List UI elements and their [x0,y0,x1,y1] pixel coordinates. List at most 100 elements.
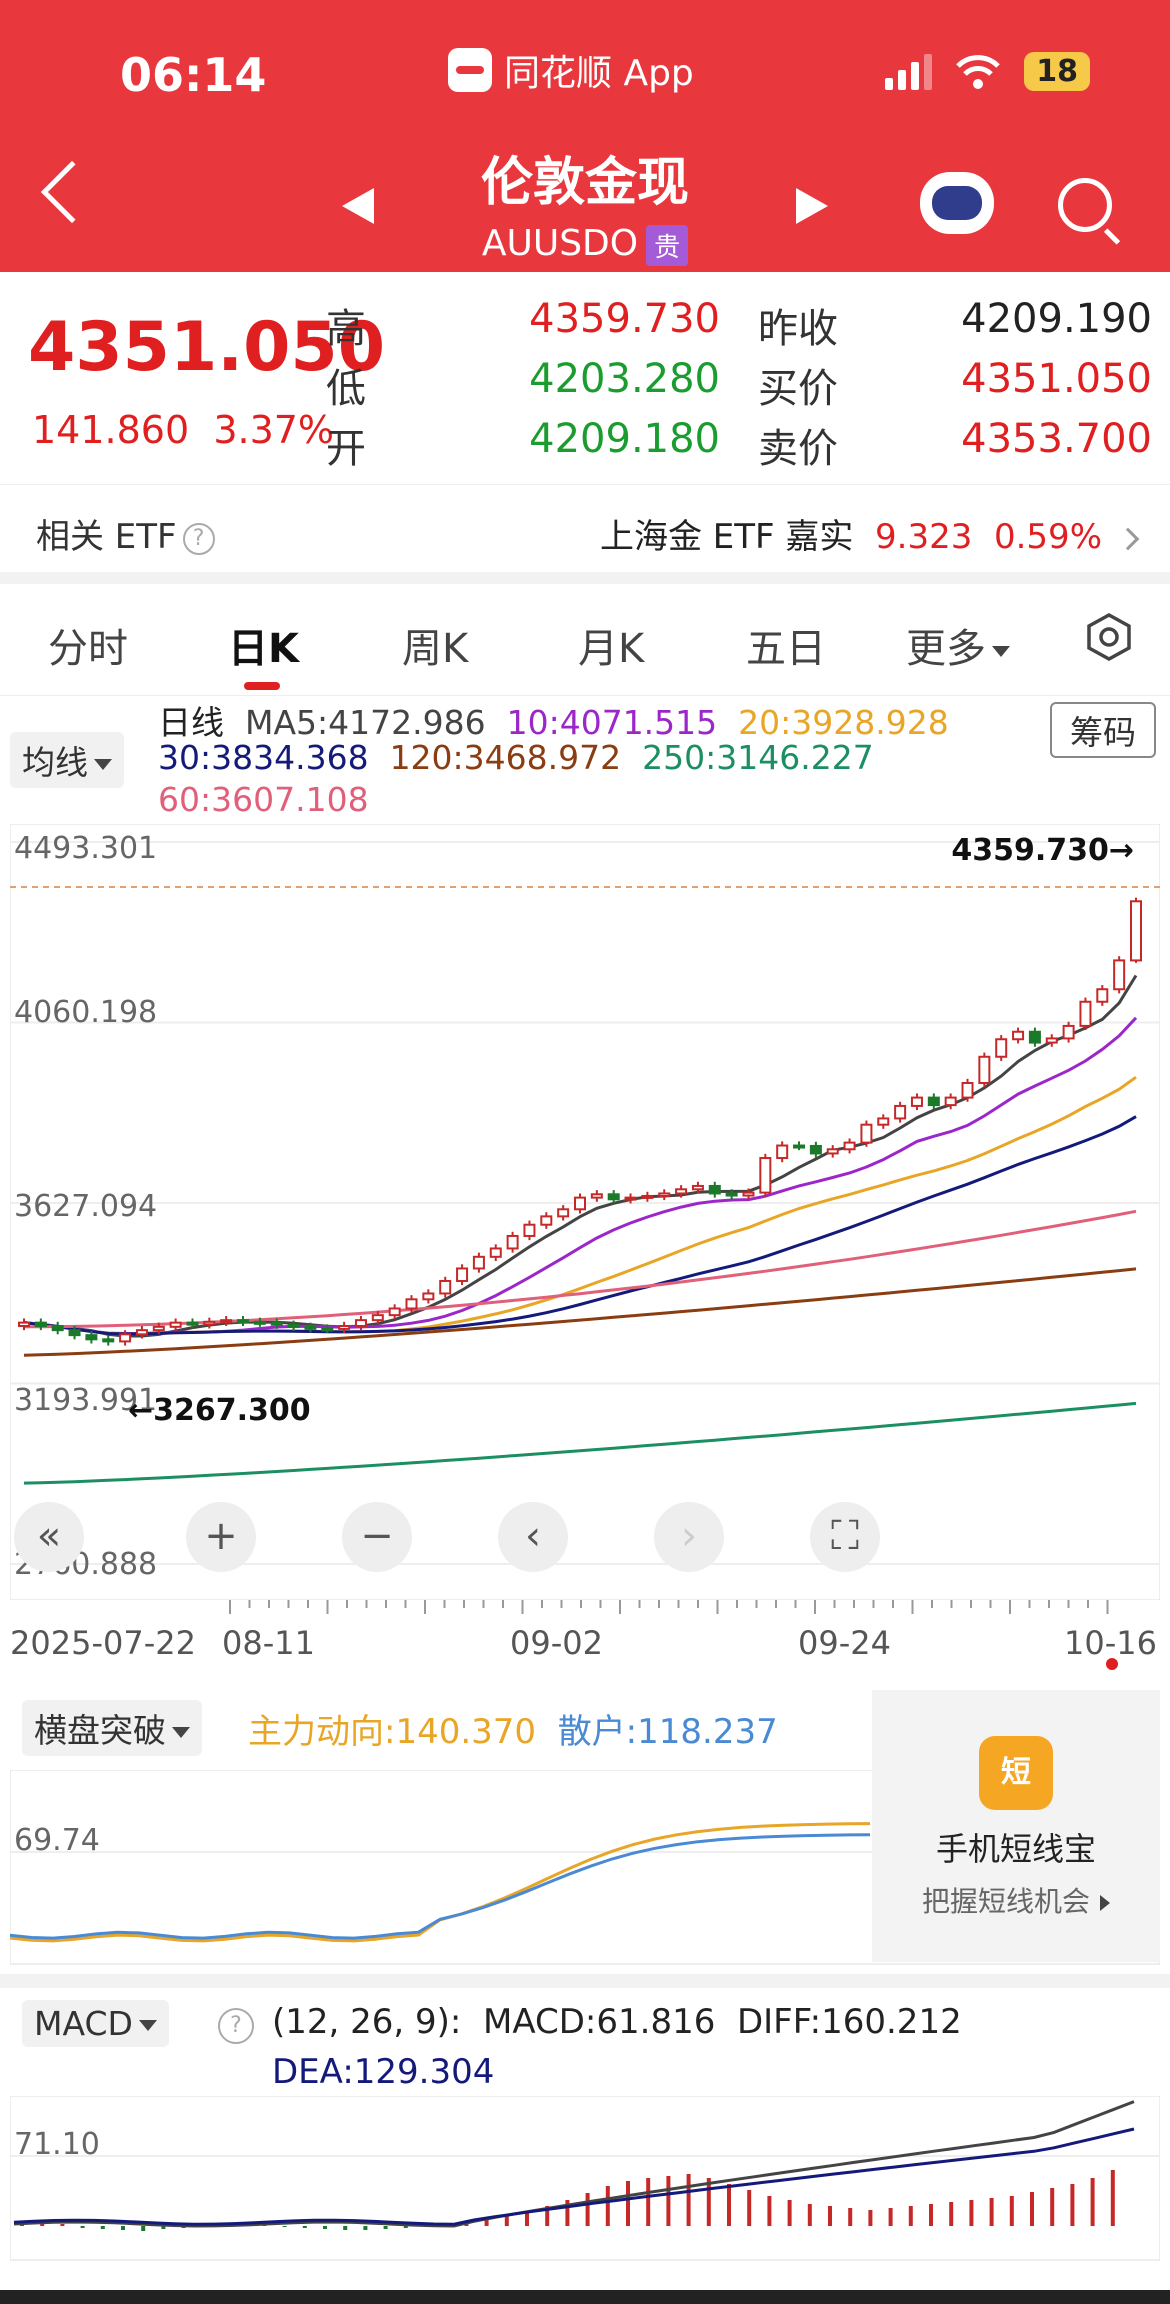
candle[interactable] [439,1279,452,1295]
candle[interactable] [472,1255,485,1270]
fullscreen-button[interactable]: ⛶ [810,1502,880,1572]
candle[interactable] [675,1188,688,1195]
candle[interactable] [119,1333,132,1343]
tab-five-day[interactable]: 五日 [746,626,826,672]
candle[interactable] [894,1104,907,1120]
candle[interactable] [843,1141,856,1151]
candle[interactable] [489,1247,502,1258]
candle[interactable] [68,1329,81,1337]
candle[interactable] [371,1314,384,1322]
macd-dropdown[interactable]: MACD [22,2000,169,2047]
candle[interactable] [1096,988,1109,1003]
candle[interactable] [338,1324,351,1330]
candle[interactable] [607,1193,620,1201]
candle[interactable] [237,1319,250,1324]
candle[interactable] [304,1325,317,1330]
settings-hex-icon[interactable] [1084,612,1134,662]
candle[interactable] [927,1096,940,1107]
candle[interactable] [1130,900,1142,962]
candle[interactable] [759,1157,772,1194]
candle[interactable] [860,1123,873,1144]
candle[interactable] [135,1329,148,1336]
candle[interactable] [523,1223,536,1237]
zoom-out-button[interactable]: − [342,1502,412,1572]
candle[interactable] [1028,1030,1041,1044]
scroll-left-button[interactable]: ‹ [498,1502,568,1572]
tab-more[interactable]: 更多 [906,616,1010,674]
promo-title: 手机短线宝 [935,1830,1096,1868]
status-app-source[interactable]: 同花顺 App [448,44,694,96]
candle[interactable] [18,1321,30,1327]
candle[interactable] [506,1234,519,1250]
candle[interactable] [388,1307,401,1317]
macd-chart[interactable]: 71.10 [10,2096,1160,2262]
candle[interactable] [152,1325,165,1332]
scroll-right-button[interactable]: › [654,1502,724,1572]
candle[interactable] [1012,1030,1025,1041]
tab-daily-k[interactable]: 日K [228,626,299,672]
jump-start-button[interactable]: « [14,1502,84,1572]
candle[interactable] [1062,1024,1075,1040]
candlestick-chart[interactable]: 4493.301 4060.198 3627.094 3193.991 2760… [10,824,1160,1600]
candle[interactable] [34,1321,47,1327]
tab-monthly-k[interactable]: 月K [578,626,645,672]
candle[interactable] [961,1082,974,1099]
candle[interactable] [793,1144,806,1149]
candle[interactable] [708,1184,721,1195]
chips-button[interactable]: 筹码 [1050,702,1156,758]
candle[interactable] [574,1196,586,1211]
candle[interactable] [1113,959,1126,991]
candle[interactable] [270,1321,283,1326]
candle[interactable] [422,1292,435,1301]
candle[interactable] [321,1327,334,1332]
candle[interactable] [995,1038,1008,1058]
candle[interactable] [978,1055,991,1085]
candle[interactable] [354,1319,367,1327]
candle[interactable] [910,1096,923,1107]
candle[interactable] [253,1320,266,1325]
candle[interactable] [85,1334,98,1341]
candle[interactable] [540,1215,553,1226]
short-line-promo-card[interactable]: 短 手机短线宝 把握短线机会 [872,1690,1160,1962]
robot-assistant-icon[interactable] [920,172,994,234]
candle[interactable] [776,1144,789,1160]
candle[interactable] [658,1192,671,1197]
candle[interactable] [742,1191,755,1197]
candle[interactable] [826,1148,839,1155]
macd-help-icon[interactable]: ? [218,2008,254,2044]
low-label: 低 [326,366,366,412]
candle[interactable] [557,1208,570,1218]
candle[interactable] [169,1321,182,1328]
candle[interactable] [944,1096,957,1107]
related-etf-row[interactable]: 相关 ETF? 上海金 ETF 嘉实 9.323 0.59% [0,484,1170,584]
candle[interactable] [1079,1000,1092,1027]
candle[interactable] [456,1267,469,1282]
etf-quote[interactable]: 上海金 ETF 嘉实 9.323 0.59% [600,509,1140,558]
ma-dropdown[interactable]: 均线 [10,732,124,788]
prev-symbol-icon[interactable] [342,188,374,224]
open-value: 4209.180 [529,416,720,462]
candle[interactable] [877,1117,890,1126]
candle[interactable] [287,1323,300,1328]
candle[interactable] [725,1192,738,1197]
candle[interactable] [691,1184,704,1191]
candle[interactable] [590,1193,603,1199]
help-icon[interactable]: ? [182,522,215,555]
tab-intraday[interactable]: 分时 [48,626,128,672]
candle[interactable] [220,1319,233,1324]
indicator-dropdown[interactable]: 横盘突破 [22,1700,202,1756]
zoom-in-button[interactable]: + [186,1502,256,1572]
candle[interactable] [624,1196,637,1201]
candle[interactable] [1045,1037,1058,1044]
candle[interactable] [809,1144,822,1155]
macd-histogram-bar [747,2190,752,2226]
candle[interactable] [51,1324,64,1332]
candle[interactable] [641,1194,654,1199]
search-icon[interactable] [1058,178,1112,232]
next-symbol-icon[interactable] [796,188,828,224]
candle[interactable] [203,1320,216,1326]
tab-weekly-k[interactable]: 周K [402,626,469,672]
candle[interactable] [405,1298,418,1310]
candle[interactable] [102,1338,115,1343]
candle[interactable] [186,1321,199,1326]
